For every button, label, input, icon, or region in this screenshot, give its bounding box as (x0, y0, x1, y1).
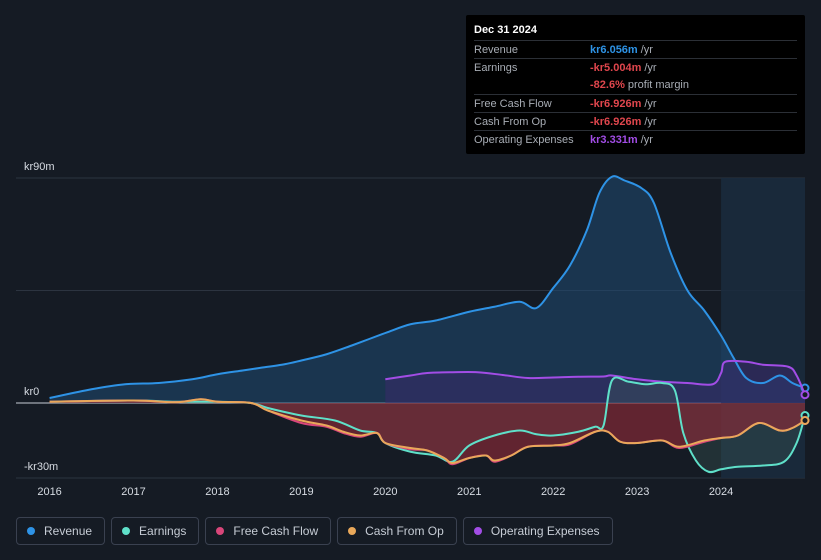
tooltip-label: Cash From Op (474, 115, 547, 128)
tooltip-unit: profit margin (627, 79, 689, 92)
legend-dot-icon (348, 527, 357, 535)
tooltip-row-earnings: Earnings -kr5.004m /yr (474, 58, 797, 76)
x-tick-label: 2021 (457, 486, 481, 498)
tooltip-value: -kr6.926m (590, 115, 642, 128)
free-cash-flow-area (49, 399, 806, 465)
tooltip-value: -kr5.004m (590, 61, 642, 74)
tooltip-row-profit-margin: -82.6% profit margin (474, 77, 797, 94)
tooltip-unit: /yr (644, 115, 657, 128)
tooltip-row-operating-expenses: Operating Expenses kr3.331m /yr (474, 130, 797, 148)
legend-dot-icon (473, 527, 482, 535)
revenue-line (49, 175, 806, 399)
tooltip-unit: /yr (644, 61, 657, 74)
legend-label: Free Cash Flow (233, 524, 319, 538)
earnings-line (49, 376, 806, 474)
tooltip-value: kr6.056m (590, 43, 638, 56)
operating-expenses-line (385, 359, 806, 396)
tooltip-value: -82.6% (590, 79, 625, 92)
tooltip-row-free-cash-flow: Free Cash Flow -kr6.926m /yr (474, 93, 797, 112)
tooltip-unit: /yr (644, 97, 657, 110)
legend-item-free-cash-flow[interactable]: Free Cash Flow (205, 517, 332, 545)
x-tick-label: 2016 (37, 486, 61, 498)
legend-label: Earnings (139, 524, 187, 538)
tooltip-date: Dec 31 2024 (474, 24, 537, 36)
x-tick-label: 2022 (541, 486, 565, 498)
legend-label: Operating Expenses (490, 524, 600, 538)
legend-dot-icon (216, 527, 225, 535)
operating-expenses-area (385, 360, 805, 403)
x-tick-label: 2020 (373, 486, 397, 498)
x-tick-label: 2017 (121, 486, 145, 498)
x-tick-label: 2023 (625, 486, 649, 498)
y-tick-label: kr90m (24, 161, 55, 173)
legend: Revenue Earnings Free Cash Flow Cash Fro… (16, 517, 613, 545)
tooltip-label: Earnings (474, 61, 518, 74)
operating-expenses-end-marker (800, 390, 810, 400)
tooltip-panel: Dec 31 2024 Revenue kr6.056m /yr Earning… (466, 15, 805, 154)
legend-item-operating-expenses[interactable]: Operating Expenses (462, 517, 613, 545)
legend-label: Cash From Op (365, 524, 444, 538)
line-layer (49, 175, 810, 474)
x-tick-label: 2018 (205, 486, 229, 498)
x-tick-label: 2019 (289, 486, 313, 498)
legend-item-revenue[interactable]: Revenue (16, 517, 106, 545)
tooltip-value: -kr6.926m (590, 97, 642, 110)
tooltip-row-revenue: Revenue kr6.056m /yr (474, 40, 797, 58)
revenue-area (49, 176, 806, 403)
legend-item-cash-from-op[interactable]: Cash From Op (337, 517, 457, 545)
y-tick-label: kr0 (24, 386, 39, 398)
area-layer (49, 176, 806, 473)
tooltip-unit: /yr (640, 134, 653, 147)
tooltip-unit: /yr (640, 43, 653, 56)
cash-from-op-line (49, 398, 806, 464)
tooltip-label: Revenue (474, 43, 519, 56)
x-tick-label: 2024 (709, 486, 733, 498)
tooltip-row-cash-from-op: Cash From Op -kr6.926m /yr (474, 112, 797, 130)
tooltip-value: kr3.331m (590, 134, 638, 147)
legend-label: Revenue (44, 524, 93, 538)
legend-dot-icon (27, 527, 35, 535)
cash-from-op-area (49, 399, 806, 463)
legend-item-earnings[interactable]: Earnings (111, 517, 200, 545)
axis-label-layer: kr90m kr0 -kr30m 2016 2017 2018 2019 2020 2021 20… (24, 161, 733, 498)
y-tick-label: -kr30m (24, 461, 58, 473)
tooltip-label: Operating Expenses (474, 134, 574, 147)
legend-dot-icon (122, 527, 131, 535)
cash-from-op-end-marker (800, 416, 810, 425)
tooltip-label: Free Cash Flow (474, 97, 552, 110)
